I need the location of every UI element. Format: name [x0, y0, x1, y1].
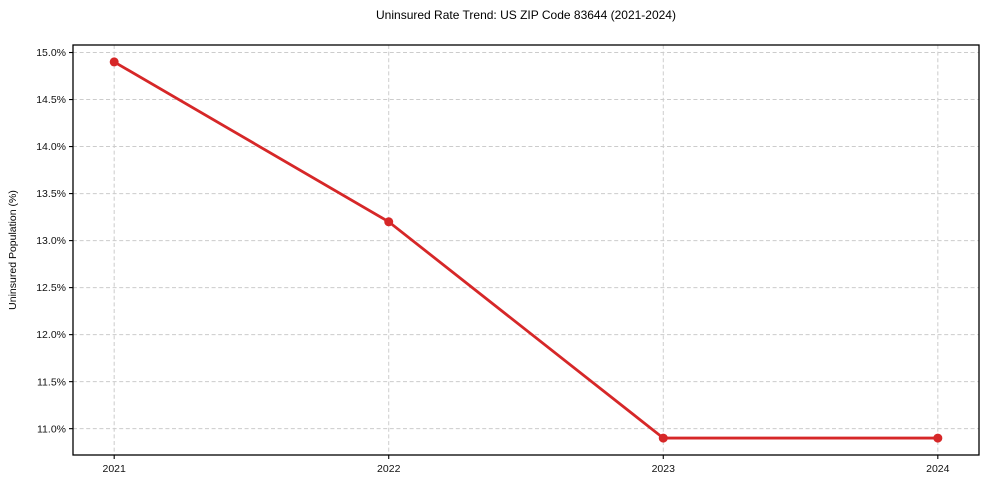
x-tick-label: 2022 — [377, 463, 401, 475]
data-point-marker — [109, 57, 119, 67]
plot-border — [72, 44, 980, 456]
y-tick-label: 12.0% — [36, 329, 66, 341]
x-tick-label: 2024 — [926, 463, 950, 475]
y-tick-label: 14.0% — [36, 141, 66, 153]
y-axis-ticks: 11.0% 11.5% 12.0% 12.5% 13.0% 13.5% 14.0% 14.5%… — [36, 47, 73, 435]
data-point-marker — [658, 433, 668, 443]
y-tick-label: 14.5% — [36, 94, 66, 106]
y-tick-label: 15.0% — [36, 47, 66, 59]
data-points — [109, 57, 943, 443]
y-tick-label: 11.5% — [37, 376, 66, 388]
data-point-marker — [933, 433, 943, 443]
trend-line — [112, 60, 940, 440]
y-tick-label: 12.5% — [36, 282, 66, 294]
x-tick-label: 2023 — [652, 463, 676, 475]
gridlines — [73, 45, 979, 455]
y-tick-label: 11.0% — [37, 423, 66, 435]
chart-title: Uninsured Rate Trend: US ZIP Code 83644 … — [376, 8, 676, 22]
data-point-marker — [384, 217, 394, 227]
y-tick-label: 13.5% — [36, 188, 66, 200]
y-tick-label: 13.0% — [36, 235, 66, 247]
x-tick-label: 2021 — [103, 463, 127, 475]
x-axis-ticks: 2021 2022 2023 2024 — [103, 455, 950, 475]
